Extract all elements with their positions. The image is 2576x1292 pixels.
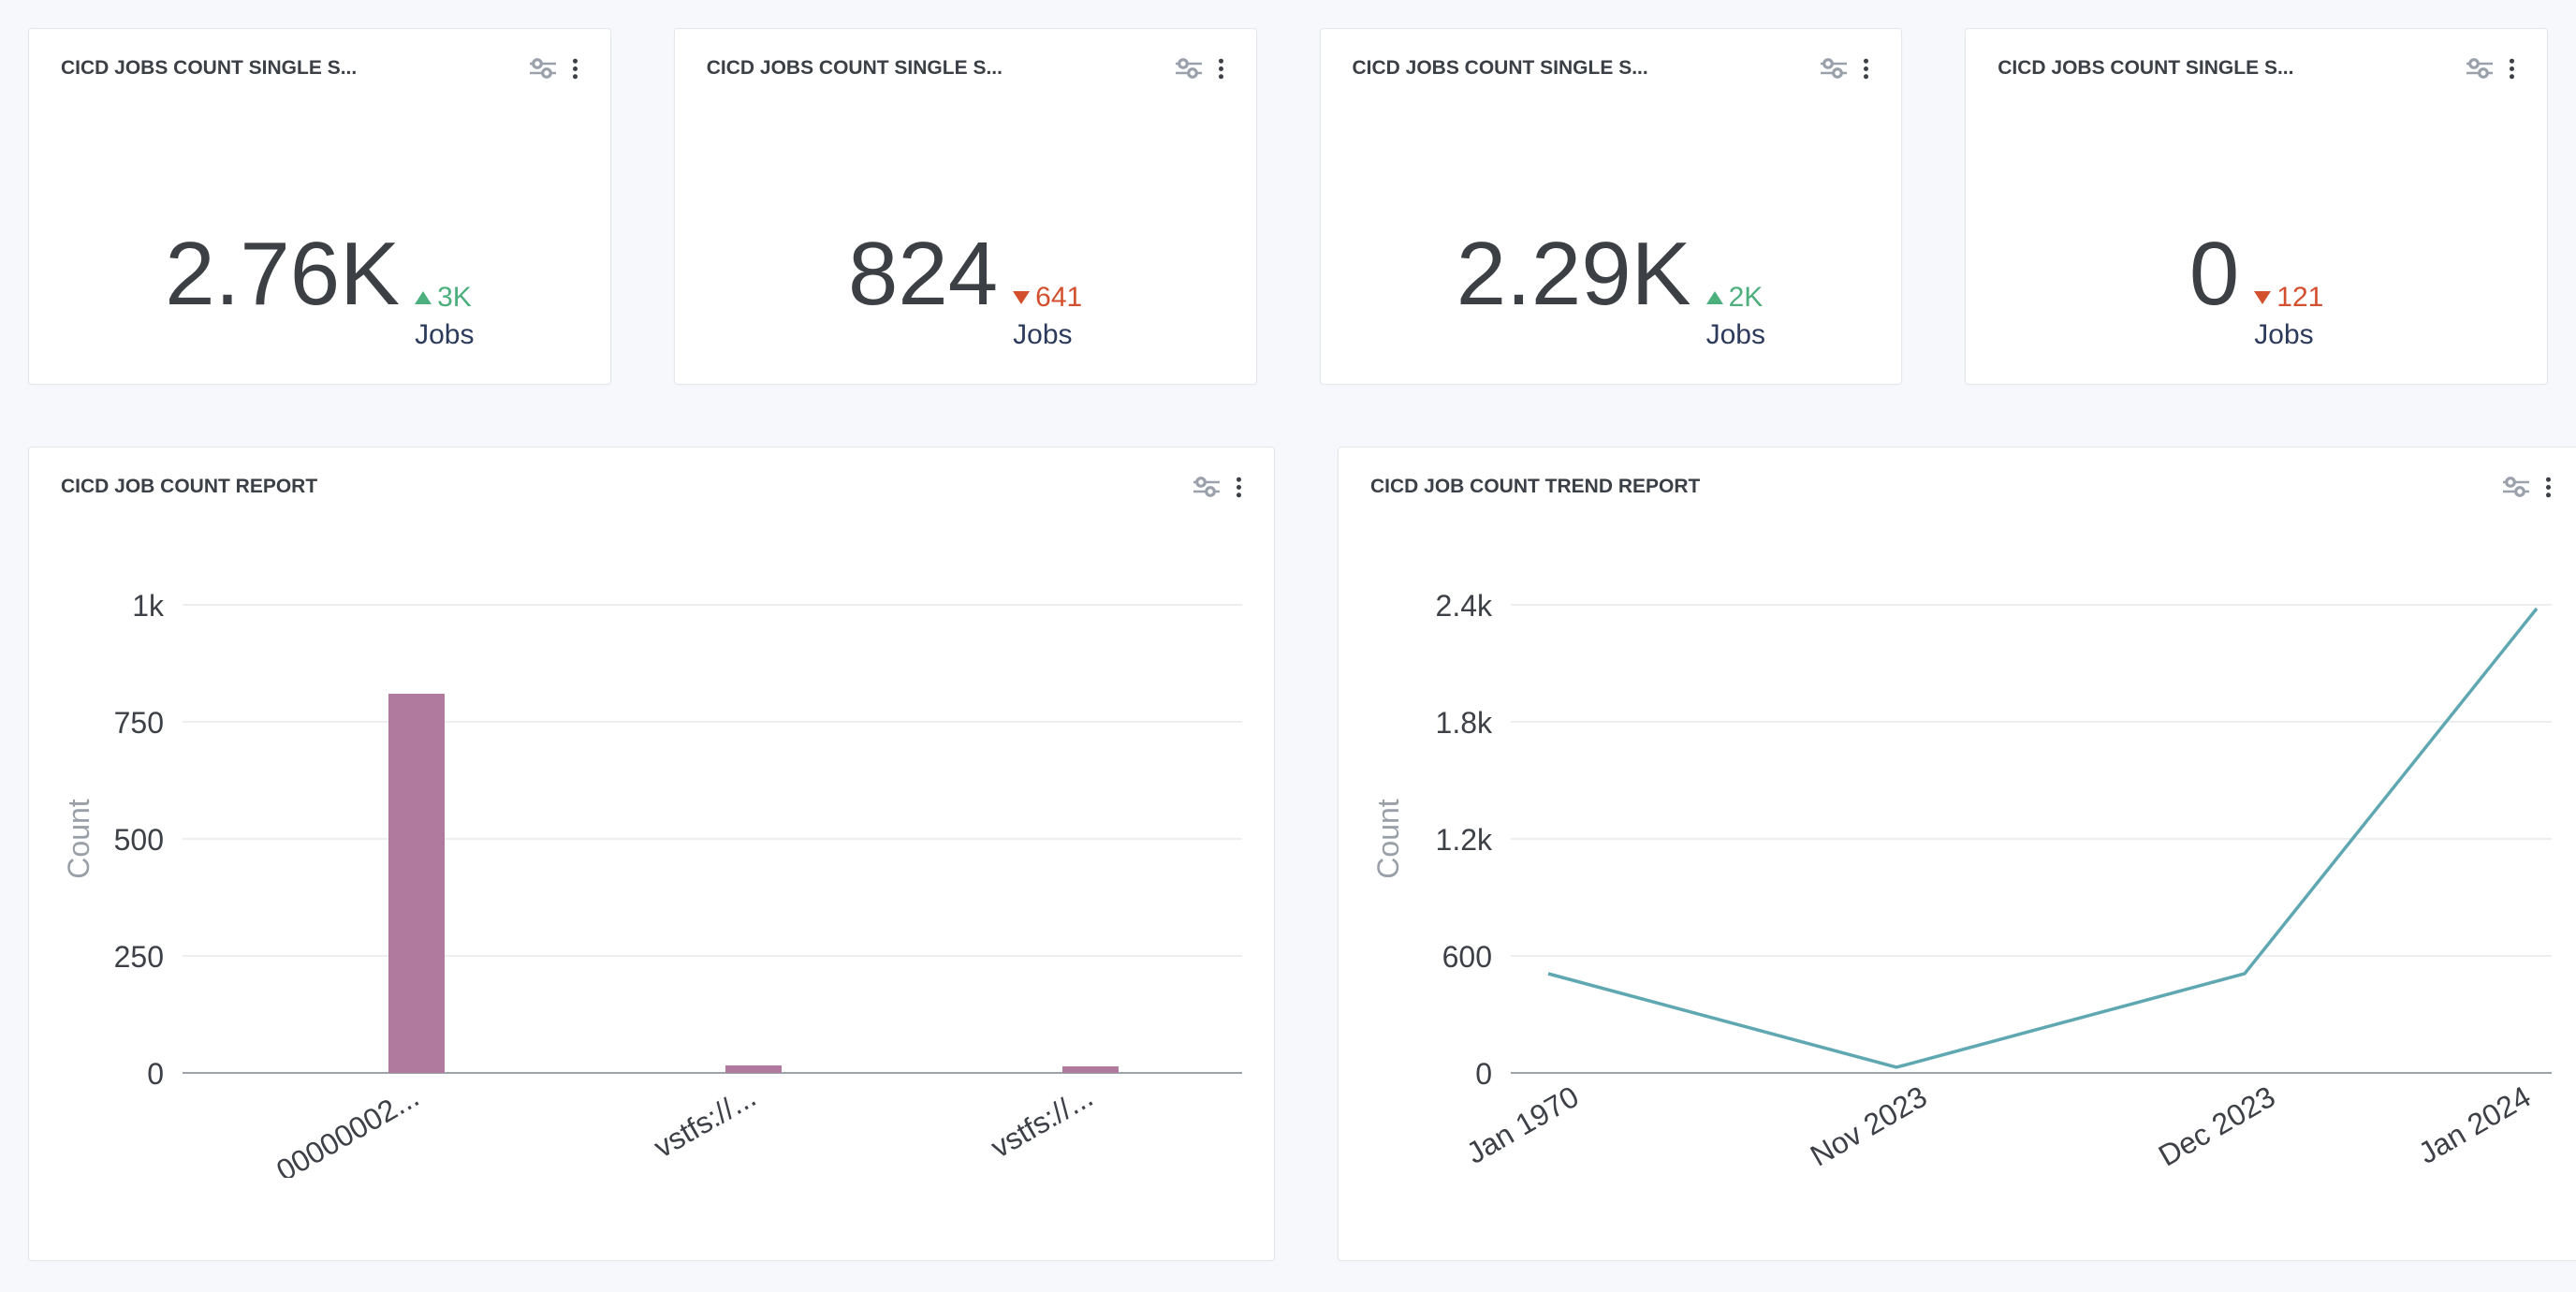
- svg-text:Jan 1970: Jan 1970: [1460, 1079, 1584, 1170]
- svg-text:0: 0: [147, 1057, 164, 1091]
- svg-text:600: 600: [1442, 940, 1492, 974]
- svg-text:Jan 2024: Jan 2024: [2412, 1079, 2536, 1170]
- svg-text:vstfs://...: vstfs://...: [985, 1079, 1098, 1165]
- svg-text:2.4k: 2.4k: [1436, 589, 1493, 623]
- svg-text:750: 750: [114, 706, 164, 740]
- svg-text:vstfs://...: vstfs://...: [648, 1079, 761, 1165]
- svg-text:00000002...: 00000002...: [271, 1079, 424, 1178]
- svg-text:1.8k: 1.8k: [1436, 706, 1493, 740]
- svg-text:250: 250: [114, 940, 164, 974]
- svg-text:Count: Count: [62, 799, 95, 879]
- svg-text:Dec 2023: Dec 2023: [2153, 1079, 2281, 1173]
- svg-text:1k: 1k: [132, 589, 165, 623]
- svg-text:Nov 2023: Nov 2023: [1805, 1079, 1933, 1173]
- svg-text:Count: Count: [1371, 799, 1405, 879]
- svg-text:500: 500: [114, 823, 164, 857]
- svg-text:0: 0: [1475, 1057, 1492, 1091]
- svg-text:1.2k: 1.2k: [1436, 823, 1493, 857]
